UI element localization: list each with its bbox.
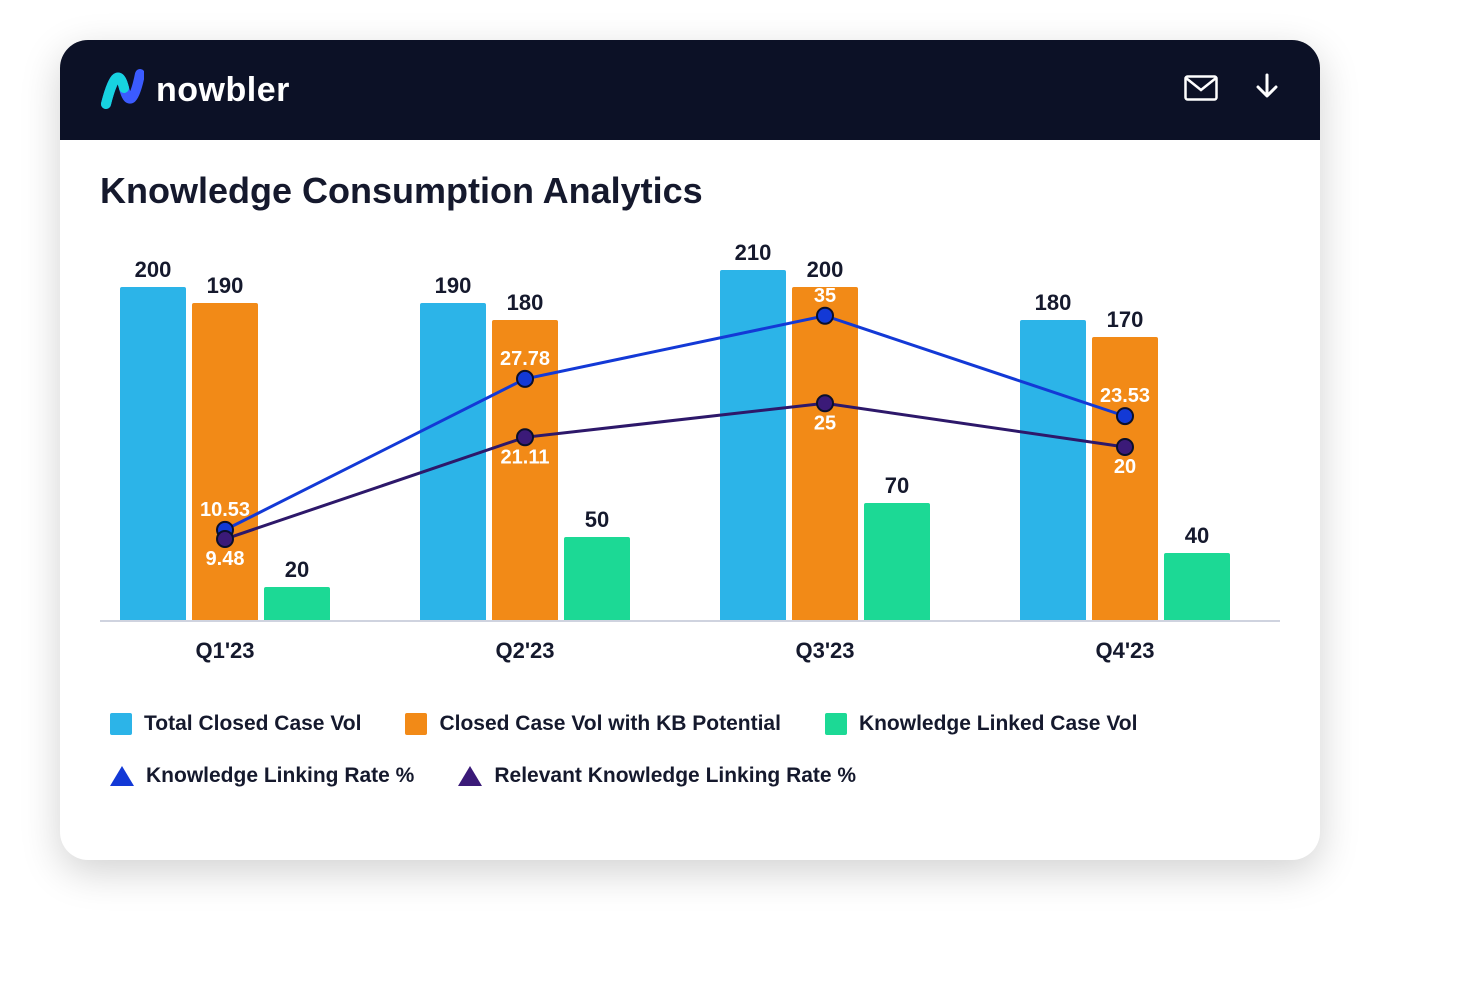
bar-kb_linked: 20: [264, 587, 330, 620]
download-icon[interactable]: [1254, 73, 1280, 108]
bar-value-label: 180: [1035, 290, 1072, 316]
x-axis-label: Q4'23: [1095, 638, 1154, 664]
chart-group: 19018050Q2'23: [420, 272, 630, 620]
bar-value-label: 70: [885, 473, 909, 499]
bar-kb_potential: 170: [1092, 337, 1158, 620]
bar-value-label: 50: [585, 507, 609, 533]
legend-swatch-square: [110, 713, 132, 735]
bar-total: 210: [720, 270, 786, 620]
chart-legend: Total Closed Case Vol Closed Case Vol wit…: [60, 682, 1320, 788]
bar-kb_potential: 180: [492, 320, 558, 620]
brand-logo-icon: [100, 66, 144, 115]
bar-total: 180: [1020, 320, 1086, 620]
x-axis-label: Q1'23: [195, 638, 254, 664]
legend-item: Total Closed Case Vol: [110, 712, 361, 736]
bar-kb_potential: 190: [192, 303, 258, 620]
header-actions: [1184, 73, 1280, 108]
legend-swatch-triangle: [110, 766, 134, 786]
chart-plot-area: 20019020Q1'23 19018050Q2'23 21020070Q3'23 1…: [100, 272, 1280, 622]
bar-value-label: 190: [207, 273, 244, 299]
legend-label: Relevant Knowledge Linking Rate %: [494, 764, 856, 788]
bar-value-label: 170: [1107, 307, 1144, 333]
legend-label: Knowledge Linking Rate %: [146, 764, 414, 788]
legend-label: Closed Case Vol with KB Potential: [439, 712, 781, 736]
legend-item: Knowledge Linking Rate %: [110, 764, 414, 788]
card-header: nowbler: [60, 40, 1320, 140]
legend-swatch-triangle: [458, 766, 482, 786]
chart-group: 21020070Q3'23: [720, 272, 930, 620]
brand-name: nowbler: [156, 71, 290, 110]
bar-kb_linked: 40: [1164, 553, 1230, 620]
legend-label: Knowledge Linked Case Vol: [859, 712, 1138, 736]
bar-value-label: 200: [807, 257, 844, 283]
legend-item: Knowledge Linked Case Vol: [825, 712, 1138, 736]
bar-kb_potential: 200: [792, 287, 858, 620]
legend-item: Closed Case Vol with KB Potential: [405, 712, 781, 736]
chart: 20019020Q1'2319018050Q2'2321020070Q3'231…: [100, 232, 1280, 682]
x-axis-label: Q2'23: [495, 638, 554, 664]
card-title: Knowledge Consumption Analytics: [60, 140, 1320, 222]
legend-swatch-square: [825, 713, 847, 735]
legend-swatch-square: [405, 713, 427, 735]
legend-item: Relevant Knowledge Linking Rate %: [458, 764, 856, 788]
bar-total: 190: [420, 303, 486, 620]
analytics-card: nowbler Knowledge Consumption Analytics …: [60, 40, 1320, 860]
x-axis-label: Q3'23: [795, 638, 854, 664]
bar-value-label: 190: [435, 273, 472, 299]
mail-icon[interactable]: [1184, 75, 1218, 106]
chart-group: 20019020Q1'23: [120, 272, 330, 620]
bar-value-label: 20: [285, 557, 309, 583]
legend-label: Total Closed Case Vol: [144, 712, 361, 736]
bar-value-label: 180: [507, 290, 544, 316]
bar-kb_linked: 50: [564, 537, 630, 620]
bar-total: 200: [120, 287, 186, 620]
bar-value-label: 210: [735, 240, 772, 266]
bar-kb_linked: 70: [864, 503, 930, 620]
bar-value-label: 200: [135, 257, 172, 283]
chart-group: 18017040Q4'23: [1020, 272, 1230, 620]
brand: nowbler: [100, 66, 290, 115]
bar-value-label: 40: [1185, 523, 1209, 549]
